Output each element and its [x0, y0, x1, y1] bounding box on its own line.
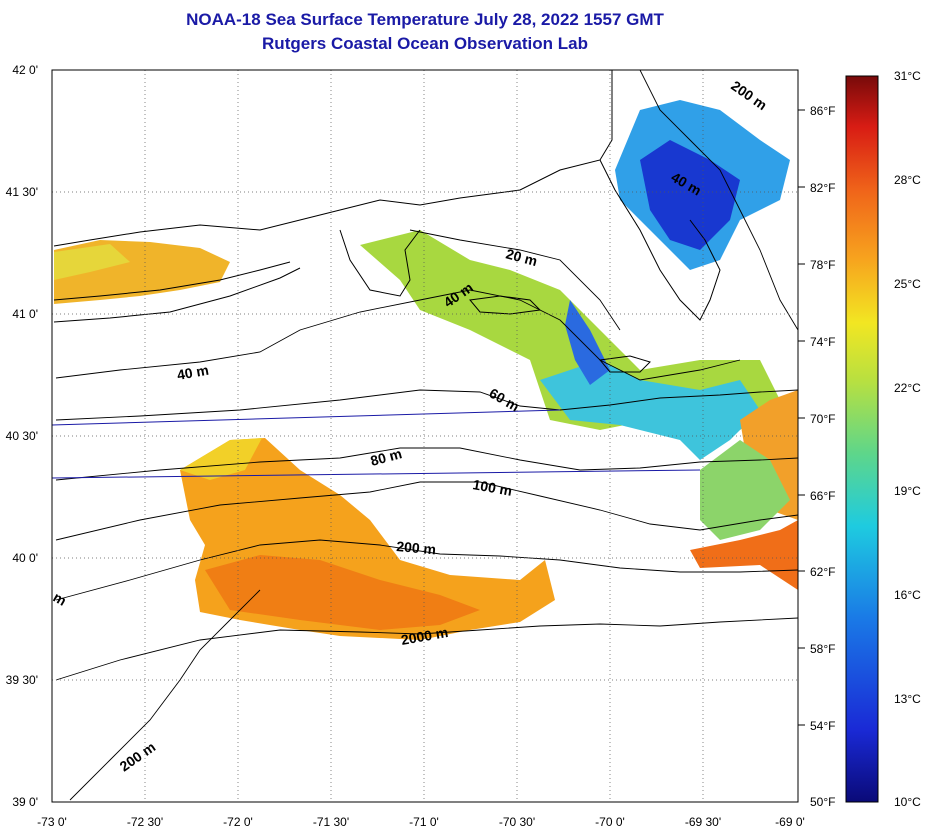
yellow-water-northwest — [54, 244, 130, 280]
long-island-south-shore — [53, 267, 301, 323]
lon-label: -72 30' — [127, 815, 163, 829]
colorbar-label: 31°C — [894, 69, 921, 83]
contour-200m-sw — [69, 589, 261, 801]
lat-label: 40 30' — [6, 429, 38, 443]
cold-water-front — [565, 300, 610, 385]
transit-lines — [52, 409, 701, 479]
contour-200m — [55, 539, 798, 601]
contour-label-100m: 100 m — [471, 476, 513, 499]
latitude-labels: 42 0' 41 30' 41 0' 40 30' 40 0' 39 30' 3… — [6, 63, 38, 809]
grid-lines — [52, 70, 798, 802]
lon-label: -71 30' — [313, 815, 349, 829]
fahrenheit-label: 66°F — [810, 489, 835, 503]
warm-water-southeast — [690, 520, 798, 590]
colorbar-label: 13°C — [894, 692, 921, 706]
colorbar — [845, 75, 879, 803]
green-water-east — [700, 440, 790, 540]
fahrenheit-label: 86°F — [810, 104, 835, 118]
contour-100m — [55, 481, 798, 541]
contour-label-20m: 20 m — [504, 245, 539, 269]
fahrenheit-label: 54°F — [810, 719, 835, 733]
lon-label: -70 30' — [499, 815, 535, 829]
lon-label: -70 0' — [595, 815, 625, 829]
colorbar-label: 22°C — [894, 381, 921, 395]
lon-label: -69 30' — [685, 815, 721, 829]
lat-label: 40 0' — [12, 551, 38, 565]
fahrenheit-label: 82°F — [810, 181, 835, 195]
contour-label-80m: 80 m — [369, 445, 404, 469]
transit-line-north — [52, 409, 561, 426]
lat-label: 39 0' — [12, 795, 38, 809]
lat-label: 42 0' — [12, 63, 38, 77]
cold-water-core — [640, 140, 740, 250]
warm-water-core — [205, 555, 480, 630]
coastline-layer — [53, 70, 721, 373]
fahrenheit-label: 70°F — [810, 412, 835, 426]
colorbar-label: 28°C — [894, 173, 921, 187]
fahrenheit-scale: 86°F 82°F 78°F 74°F 70°F 66°F 62°F 58°F … — [798, 104, 835, 809]
fahrenheit-label: 78°F — [810, 258, 835, 272]
lon-label: -71 0' — [409, 815, 439, 829]
contour-label-200m-ne: 200 m — [728, 77, 770, 113]
colorbar-labels: 31°C 28°C 25°C 22°C 19°C 16°C 13°C 10°C — [894, 69, 921, 809]
contour-label-40m-w: 40 m — [176, 362, 210, 383]
rhode-island-coast — [339, 229, 421, 297]
lon-label: -69 0' — [775, 815, 805, 829]
colorbar-label: 10°C — [894, 795, 921, 809]
lat-label: 41 30' — [6, 185, 38, 199]
contour-label-200m: 200 m — [396, 538, 437, 557]
cyan-water-band — [540, 360, 760, 460]
lon-label: -72 0' — [223, 815, 253, 829]
fahrenheit-label: 50°F — [810, 795, 835, 809]
contour-200m-ne — [639, 70, 798, 331]
longitude-labels: -73 0' -72 30' -72 0' -71 30' -71 0' -70… — [37, 815, 805, 829]
yellow-water-edge — [180, 438, 262, 480]
map-frame — [51, 69, 799, 803]
cape-cod — [599, 159, 721, 321]
colorbar-label: 19°C — [894, 484, 921, 498]
contour-20m — [409, 229, 621, 331]
fahrenheit-label: 58°F — [810, 642, 835, 656]
nantucket — [599, 355, 651, 373]
contour-80m — [55, 447, 798, 481]
long-island-north-shore — [53, 261, 291, 301]
lon-label: -73 0' — [37, 815, 67, 829]
contour-60m — [55, 389, 798, 421]
contour-label-200m-sw: 200 m — [117, 739, 159, 775]
lat-label: 41 0' — [12, 307, 38, 321]
lat-label: 39 30' — [6, 673, 38, 687]
contour-2000m — [55, 617, 798, 681]
connecticut-coast — [53, 70, 613, 247]
contour-label-edge: m — [51, 589, 70, 609]
sst-data-layer — [54, 100, 798, 640]
map-subtitle: Rutgers Coastal Ocean Observation Lab — [262, 34, 588, 53]
fahrenheit-label: 74°F — [810, 335, 835, 349]
colorbar-label: 16°C — [894, 588, 921, 602]
map-title: NOAA-18 Sea Surface Temperature July 28,… — [186, 10, 664, 29]
contour-40m — [55, 289, 741, 381]
transit-line-south — [52, 469, 701, 479]
fahrenheit-label: 62°F — [810, 565, 835, 579]
colorbar-label: 25°C — [894, 277, 921, 291]
